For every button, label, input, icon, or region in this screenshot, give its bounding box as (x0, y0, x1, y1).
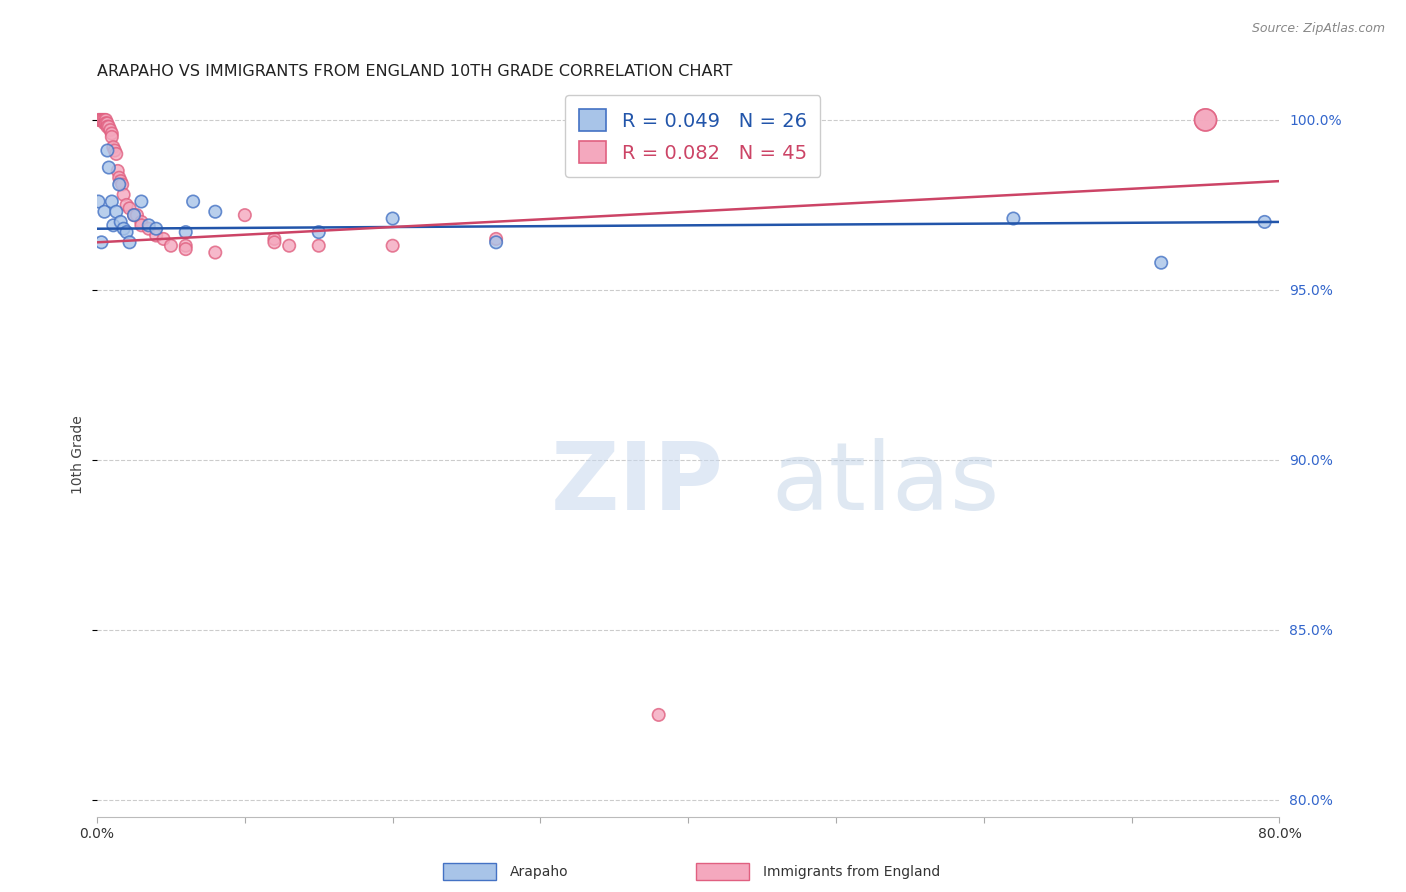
Point (107, 164, 129, 178)
Point (1002, 211, 1025, 226)
Text: atlas: atlas (770, 438, 1000, 530)
Point (174, 225, 197, 239)
Point (97, 161, 120, 175)
Point (1194, 112, 1216, 127)
Point (204, 245, 226, 260)
Point (118, 235, 141, 250)
Point (131, 219, 153, 233)
Point (118, 202, 141, 216)
Point (122, 208, 145, 222)
Point (308, 225, 330, 239)
Point (87, 194, 110, 209)
Point (112, 221, 135, 235)
Point (93, 112, 115, 127)
Point (115, 198, 138, 212)
Point (93, 116, 115, 130)
Point (233, 208, 256, 222)
Point (111, 178, 134, 192)
Point (94, 116, 117, 130)
Point (96, 116, 118, 130)
Point (105, 204, 128, 219)
Point (110, 215, 132, 229)
Y-axis label: 10th Grade: 10th Grade (72, 416, 86, 494)
Point (138, 219, 160, 233)
Point (108, 178, 131, 192)
Point (91, 112, 114, 127)
Point (174, 238, 197, 252)
Point (101, 127, 124, 141)
Legend: R = 0.049   N = 26, R = 0.082   N = 45: R = 0.049 N = 26, R = 0.082 N = 45 (565, 95, 821, 178)
Point (181, 194, 204, 209)
Point (90, 235, 112, 250)
Point (485, 232, 508, 246)
Point (110, 174, 132, 188)
Point (115, 225, 138, 239)
Point (278, 238, 301, 252)
Text: Arapaho: Arapaho (510, 865, 569, 880)
Point (98, 123, 121, 137)
Point (308, 238, 330, 252)
Point (145, 221, 167, 235)
Text: Source: ZipAtlas.com: Source: ZipAtlas.com (1251, 22, 1385, 36)
Point (122, 208, 145, 222)
Point (103, 219, 125, 233)
Point (263, 232, 285, 246)
Point (105, 147, 128, 161)
Point (125, 208, 148, 222)
Point (160, 238, 183, 252)
Point (145, 228, 167, 243)
Point (96, 144, 118, 158)
Point (87, 112, 110, 127)
Point (131, 194, 153, 209)
Point (381, 211, 404, 226)
Text: ZIP: ZIP (551, 438, 724, 530)
Point (1253, 215, 1275, 229)
Text: ARAPAHO VS IMMIGRANTS FROM ENGLAND 10TH GRADE CORRELATION CHART: ARAPAHO VS IMMIGRANTS FROM ENGLAND 10TH … (97, 64, 733, 79)
Point (101, 194, 124, 209)
Text: Immigrants from England: Immigrants from England (763, 865, 941, 880)
Point (131, 215, 153, 229)
Point (108, 170, 131, 185)
Point (89, 112, 111, 127)
Point (103, 140, 125, 154)
Point (138, 221, 160, 235)
Point (96, 120, 118, 134)
Point (647, 707, 669, 722)
Point (485, 235, 508, 250)
Point (97, 120, 120, 134)
Point (90, 112, 112, 127)
Point (101, 130, 124, 145)
Point (263, 235, 285, 250)
Point (1194, 112, 1216, 127)
Point (152, 232, 174, 246)
Point (1150, 256, 1173, 270)
Point (94, 112, 117, 127)
Point (174, 242, 197, 256)
Point (381, 238, 404, 252)
Point (204, 204, 226, 219)
Point (104, 144, 127, 158)
Point (93, 204, 115, 219)
Point (112, 187, 135, 202)
